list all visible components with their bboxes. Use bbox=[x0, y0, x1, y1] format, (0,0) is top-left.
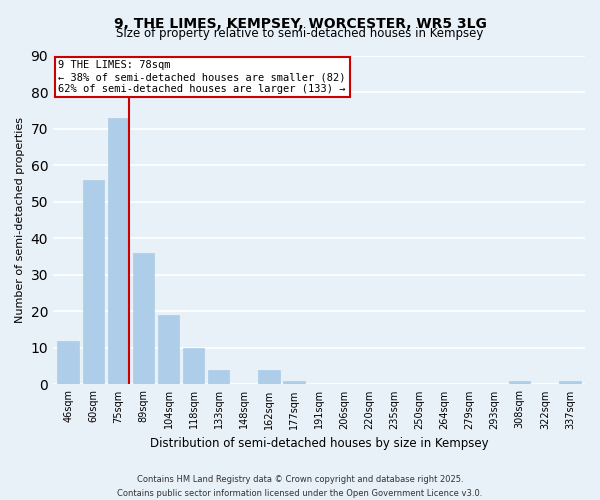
Bar bbox=[283, 381, 305, 384]
Bar bbox=[83, 180, 104, 384]
Bar bbox=[208, 370, 229, 384]
Bar bbox=[559, 381, 581, 384]
Bar bbox=[158, 315, 179, 384]
Text: 9, THE LIMES, KEMPSEY, WORCESTER, WR5 3LG: 9, THE LIMES, KEMPSEY, WORCESTER, WR5 3L… bbox=[113, 18, 487, 32]
Bar bbox=[509, 381, 530, 384]
Bar bbox=[58, 340, 79, 384]
Bar bbox=[133, 253, 154, 384]
X-axis label: Distribution of semi-detached houses by size in Kempsey: Distribution of semi-detached houses by … bbox=[150, 437, 488, 450]
Bar bbox=[183, 348, 204, 385]
Bar bbox=[107, 118, 129, 384]
Bar bbox=[258, 370, 280, 384]
Text: Contains HM Land Registry data © Crown copyright and database right 2025.
Contai: Contains HM Land Registry data © Crown c… bbox=[118, 476, 482, 498]
Y-axis label: Number of semi-detached properties: Number of semi-detached properties bbox=[15, 117, 25, 323]
Text: Size of property relative to semi-detached houses in Kempsey: Size of property relative to semi-detach… bbox=[116, 28, 484, 40]
Text: 9 THE LIMES: 78sqm
← 38% of semi-detached houses are smaller (82)
62% of semi-de: 9 THE LIMES: 78sqm ← 38% of semi-detache… bbox=[58, 60, 346, 94]
